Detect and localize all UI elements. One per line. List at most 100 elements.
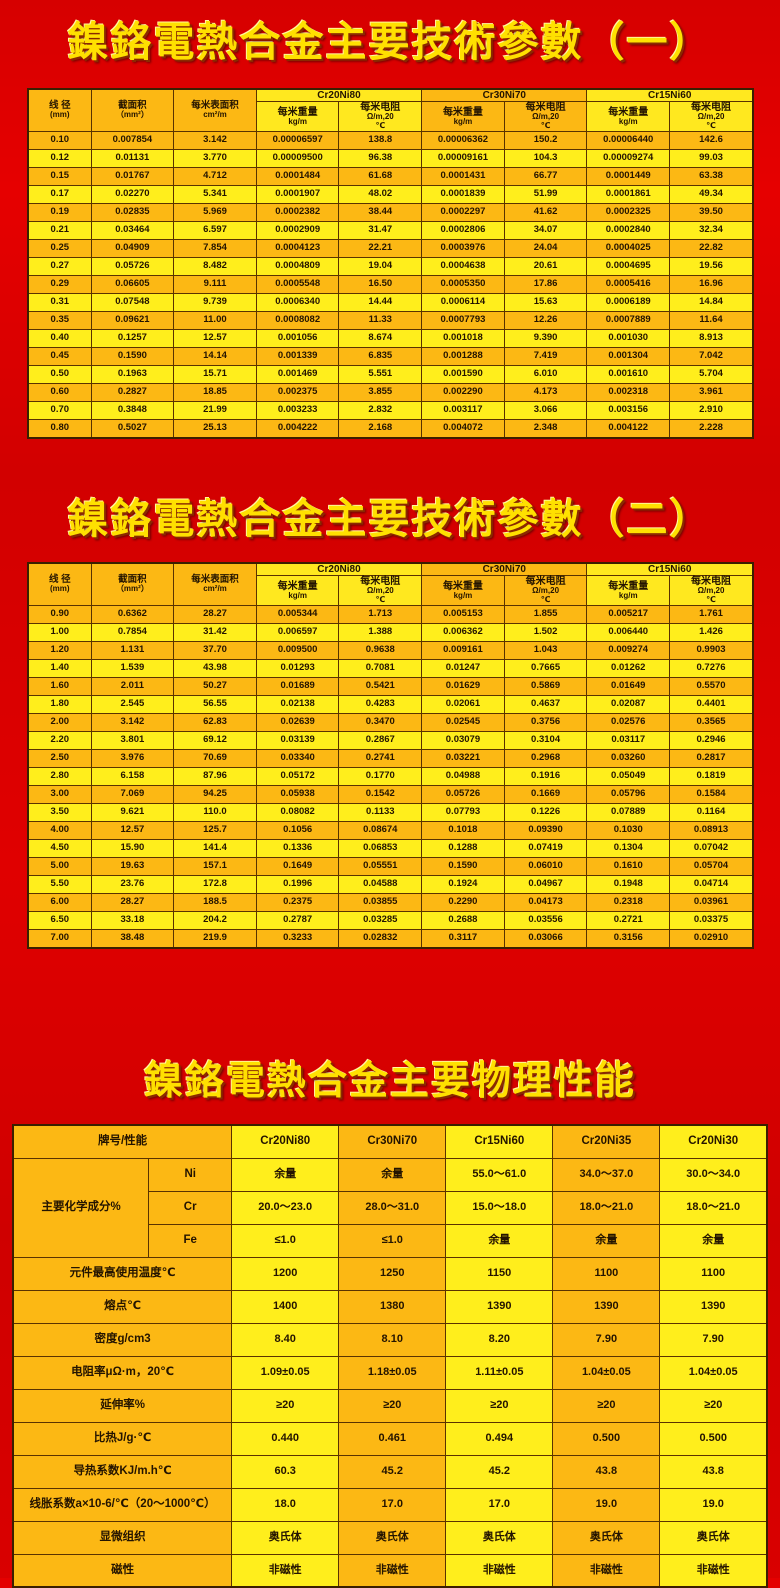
params-table-1-body: 0.10 0.007854 3.142 0.00006597 138.8 0.000063… xyxy=(27,131,754,439)
col-header-weight-cr15ni60: 每米重量 kg/m xyxy=(586,575,671,607)
table-cell: 0.001339 xyxy=(255,347,340,367)
table-cell: 0.9638 xyxy=(338,641,423,661)
table-cell: 0.005217 xyxy=(586,605,671,625)
table-cell: 0.0007889 xyxy=(586,311,671,331)
table-cell: 0.02138 xyxy=(255,695,340,715)
table-cell: 0.01689 xyxy=(255,677,340,697)
table-cell: 0.006597 xyxy=(255,623,340,643)
col-group-cr15ni60: Cr15Ni60 xyxy=(586,88,754,103)
table-cell: 17.86 xyxy=(503,275,588,295)
table-cell: 15.0～18.0 xyxy=(445,1190,554,1225)
table-cell: 0.1133 xyxy=(338,803,423,823)
table-cell: 0.0002840 xyxy=(586,221,671,241)
table-row: 0.70 0.3848 21.99 0.003233 2.832 0.003117 3.06… xyxy=(27,401,754,421)
table-cell: 9.390 xyxy=(503,329,588,349)
table-cell: 0.03285 xyxy=(338,911,423,931)
table-cell: 17.0 xyxy=(445,1487,554,1522)
table-cell: 28.27 xyxy=(173,605,257,625)
table-cell: 0.03340 xyxy=(255,749,340,769)
table-row: 5.50 23.76 172.8 0.1996 0.04588 0.1924 0.04967… xyxy=(27,875,754,895)
table-cell: ≥20 xyxy=(231,1388,340,1423)
table-cell: 28.0～31.0 xyxy=(338,1190,447,1225)
table-cell: 14.84 xyxy=(669,293,754,313)
table-cell: 0.3104 xyxy=(503,731,588,751)
table-cell: 99.03 xyxy=(669,149,754,169)
table-row: 4.50 15.90 141.4 0.1336 0.06853 0.1288 0.07419… xyxy=(27,839,754,859)
table-cell: 0.0004025 xyxy=(586,239,671,259)
table-cell: 1390 xyxy=(659,1289,768,1324)
table-cell: 2.00 xyxy=(27,713,92,733)
row-label-composition: 主要化学成分% xyxy=(12,1157,150,1258)
params-table-2-body: 0.90 0.6362 28.27 0.005344 1.713 0.005153 1.85… xyxy=(27,605,754,949)
header-row-alloys: 线 径 (mm) 截面积 （mm²） 每米表面积 cm²/m Cr20Ni80 … xyxy=(27,562,754,607)
table-cell: 0.03117 xyxy=(586,731,671,751)
table-row: 0.27 0.05726 8.482 0.0004809 19.04 0.0004638 2… xyxy=(27,257,754,277)
row-label: 比热J/g·℃ xyxy=(12,1421,233,1456)
table-cell: 0.001469 xyxy=(255,365,340,385)
table-cell: 18.0 xyxy=(231,1487,340,1522)
table-cell: 1390 xyxy=(445,1289,554,1324)
table-cell: 非磁性 xyxy=(659,1553,768,1588)
table-row: 1.00 0.7854 31.42 0.006597 1.388 0.006362 1.50… xyxy=(27,623,754,643)
table-cell: 0.07042 xyxy=(669,839,754,859)
table-cell: 0.001590 xyxy=(421,365,505,385)
physical-col-header-cr20ni30: Cr20Ni30 xyxy=(659,1124,768,1159)
table-cell: 0.5421 xyxy=(338,677,423,697)
table-cell: 8.10 xyxy=(338,1322,447,1357)
table-cell: 51.99 xyxy=(503,185,588,205)
table-cell: 0.05796 xyxy=(586,785,671,805)
table-cell: 7.042 xyxy=(669,347,754,367)
physical-table-body: 牌号/性能 Cr20Ni80 Cr30Ni70 Cr15Ni60 Cr20Ni35 Cr2… xyxy=(12,1124,768,1588)
table-cell: 0.01247 xyxy=(421,659,505,679)
table-row: 2.50 3.976 70.69 0.03340 0.2741 0.03221 0.2968… xyxy=(27,749,754,769)
table-cell: 28.27 xyxy=(90,893,175,913)
table-cell: 34.07 xyxy=(503,221,588,241)
table-cell: 0.0008082 xyxy=(255,311,340,331)
table-row: 磁性 非磁性 非磁性 非磁性 非磁性 非磁性 xyxy=(12,1553,768,1588)
table-cell: 0.02576 xyxy=(586,713,671,733)
table-cell: 0.1336 xyxy=(255,839,340,859)
table-cell: 0.1542 xyxy=(338,785,423,805)
table-row: 0.80 0.5027 25.13 0.004222 2.168 0.004072 2.34… xyxy=(27,419,754,439)
table-cell: 0.03464 xyxy=(90,221,175,241)
physical-col-header-cr20ni80: Cr20Ni80 xyxy=(231,1124,340,1159)
table-cell: 非磁性 xyxy=(552,1553,661,1588)
technical-parameters-table-2: 线 径 (mm) 截面积 （mm²） 每米表面积 cm²/m Cr20Ni80 … xyxy=(27,562,754,949)
table-cell: 7.069 xyxy=(90,785,175,805)
table-row: 元件最高使用温度℃ 1200 1250 1150 1100 1100 xyxy=(12,1256,768,1291)
table-cell: 20.61 xyxy=(503,257,588,277)
table-cell: 0.7081 xyxy=(338,659,423,679)
header-row-measures: 每米重量 kg/m 每米电阻 Ω/m,20 ℃ 每米重量 kg/m 每米电阻 Ω… xyxy=(28,575,754,607)
table-cell: 0.04909 xyxy=(90,239,175,259)
table-cell: 非磁性 xyxy=(338,1553,447,1588)
col-header-surface: 每米表面积 cm²/m xyxy=(173,562,257,607)
table-cell: 172.8 xyxy=(173,875,257,895)
table-cell: 4.173 xyxy=(503,383,588,403)
table-cell: 0.01131 xyxy=(90,149,175,169)
table-row: 电阻率μΩ·m，20℃ 1.09±0.05 1.18±0.05 1.11±0.05 1.… xyxy=(12,1355,768,1390)
table-cell: 0.002375 xyxy=(255,383,340,403)
table-cell: 0.10 xyxy=(27,131,92,151)
table-cell: 22.21 xyxy=(338,239,423,259)
table-cell: 0.08913 xyxy=(669,821,754,841)
table-row: 2.20 3.801 69.12 0.03139 0.2867 0.03079 0.3104… xyxy=(27,731,754,751)
header-row-measures: 每米重量 kg/m 每米电阻 Ω/m,20 ℃ 每米重量 kg/m 每米电阻 Ω… xyxy=(28,101,754,133)
table-cell: 6.158 xyxy=(90,767,175,787)
table-cell: 1200 xyxy=(231,1256,340,1291)
col-header-weight-cr30ni70: 每米重量 kg/m xyxy=(421,575,505,607)
table-row: 0.29 0.06605 9.111 0.0005548 16.50 0.0005350 1… xyxy=(27,275,754,295)
table-cell: 0.02910 xyxy=(669,929,754,949)
table-cell: 0.4401 xyxy=(669,695,754,715)
table-cell: 19.0 xyxy=(659,1487,768,1522)
table-cell: 0.2827 xyxy=(90,383,175,403)
table-row: 密度g/cm3 8.40 8.10 8.20 7.90 7.90 xyxy=(12,1322,768,1357)
table-cell: 0.04967 xyxy=(503,875,588,895)
page-title-section-2: 鎳鉻電熱合金主要技術參數（二） xyxy=(67,495,713,543)
table-cell: 5.969 xyxy=(173,203,257,223)
table-cell: 1.502 xyxy=(503,623,588,643)
table-cell: 1.40 xyxy=(27,659,92,679)
table-cell: 1.426 xyxy=(669,623,754,643)
table-cell: 7.90 xyxy=(659,1322,768,1357)
table-cell: 2.80 xyxy=(27,767,92,787)
table-cell: 0.1819 xyxy=(669,767,754,787)
